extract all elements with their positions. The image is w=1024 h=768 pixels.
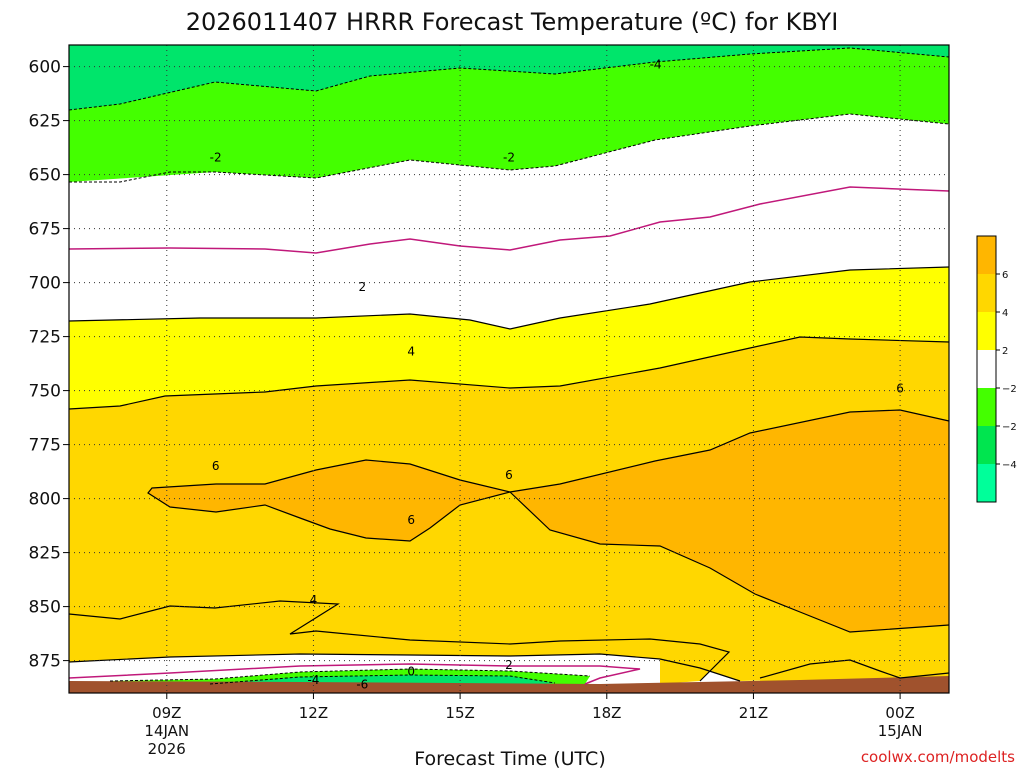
- y-tick-label: 750: [29, 382, 61, 402]
- y-tick-label: 600: [29, 58, 61, 78]
- y-tick-label: 725: [29, 328, 61, 348]
- contour-label: -4: [650, 57, 662, 71]
- colorbar-swatch: [977, 236, 996, 274]
- contour-label: 6: [407, 513, 415, 527]
- contour-plus6-left: [147, 459, 511, 542]
- colorbar-label: 6: [1002, 270, 1008, 281]
- contour-plus6-right-lower: [509, 491, 950, 633]
- x-tick-label: 09Z: [152, 704, 181, 722]
- y-tick-label: 850: [29, 598, 61, 618]
- contour-zero-lower: [68, 663, 641, 685]
- contour-lines: [68, 47, 950, 685]
- contour-plus2: [68, 266, 950, 330]
- contour-label: 4: [407, 345, 415, 359]
- x-tick-label: 15Z: [445, 704, 474, 722]
- x-tick-label: 00Z: [885, 704, 914, 722]
- contour-zero-upper: [68, 186, 950, 254]
- x-tick-label: 18Z: [592, 704, 621, 722]
- colorbar-label: 4: [1002, 308, 1008, 319]
- contour-minus4-surface: [209, 674, 556, 685]
- y-tick-label: 775: [29, 436, 61, 456]
- x-tick-date: 14JAN: [144, 722, 189, 740]
- filled-contours: [69, 45, 949, 693]
- plot-frame: [68, 44, 950, 694]
- y-tick-label: 625: [29, 112, 61, 132]
- y-tick-label: 825: [29, 544, 61, 564]
- contour-plus4: [68, 336, 950, 410]
- y-axis: 600 625 650 675 700 725 750 775 800 825 850 875: [29, 58, 69, 672]
- contour-minus4: [68, 47, 950, 111]
- colorbar-swatch: [977, 464, 996, 502]
- fill-orange-lobe-left: [148, 460, 510, 541]
- contour-label: 6: [212, 459, 220, 473]
- y-tick-label: 650: [29, 166, 61, 186]
- colorbar-label: −2: [1002, 384, 1017, 395]
- x-axis-label: Forecast Time (UTC): [414, 748, 605, 768]
- contour-label: 0: [407, 664, 415, 678]
- contour-plus4-surface: [759, 659, 950, 679]
- colorbar-swatch: [977, 312, 996, 350]
- contour-label: 6: [505, 468, 513, 482]
- y-tick-label: 675: [29, 220, 61, 240]
- colorbar-frame: [976, 235, 997, 503]
- contour-label: -2: [210, 150, 222, 164]
- colorbar-swatch: [977, 350, 996, 388]
- colorbar-swatch: [977, 426, 996, 464]
- colorbar-label: 2: [1002, 346, 1008, 357]
- contour-label: 2: [505, 658, 513, 672]
- x-tick-date: 15JAN: [878, 722, 923, 740]
- fill-orange-right: [510, 410, 949, 632]
- y-tick-label: 700: [29, 274, 61, 294]
- contour-label: -4: [307, 673, 319, 687]
- colorbar-swatch: [977, 388, 996, 426]
- fill-gold-band: [69, 337, 949, 693]
- y-tick-label: 875: [29, 652, 61, 672]
- grid: [69, 45, 949, 693]
- contour-label: -2: [503, 150, 515, 164]
- colorbar: 6 4 2 −2 −2 −4: [976, 235, 1017, 503]
- contour-minus2: [69, 113, 950, 183]
- contour-plus2-lower: [68, 653, 741, 682]
- fill-teal-band: [69, 45, 949, 110]
- x-tick-year: 2026: [148, 740, 186, 758]
- terrain-ground: [69, 676, 949, 693]
- colorbar-label: −2: [1002, 422, 1017, 433]
- x-tick-label: 12Z: [299, 704, 328, 722]
- contour-label: -6: [356, 677, 368, 691]
- credit-text: coolwx.com/modelts: [861, 748, 1015, 766]
- contour-label: 4: [310, 593, 318, 607]
- x-tick-label: 21Z: [739, 704, 768, 722]
- contour-label: 6: [896, 381, 904, 395]
- contour-labels: -4 -2 -2 2 4 6 6 6 6 4 0 2 -4 -6: [210, 57, 904, 691]
- contour-label: 2: [359, 280, 367, 294]
- y-tick-label: 800: [29, 490, 61, 510]
- colorbar-swatch: [977, 274, 996, 312]
- chart-title: 2026011407 HRRR Forecast Temperature (ºC…: [186, 8, 839, 36]
- contour-minus2-surface: [109, 668, 591, 682]
- colorbar-label: −4: [1002, 460, 1017, 471]
- contour-plus6-right: [509, 409, 950, 493]
